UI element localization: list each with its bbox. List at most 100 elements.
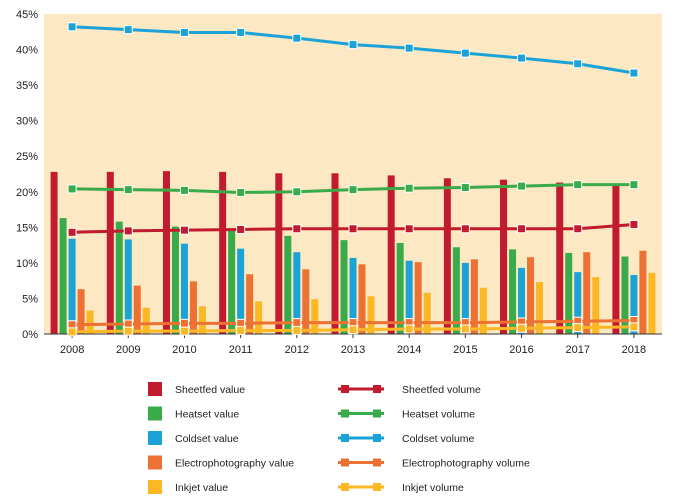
point: [629, 180, 639, 190]
y-tick-label: 20%: [16, 187, 38, 199]
point: [517, 323, 527, 333]
legend-marker: [373, 458, 381, 467]
bar: [228, 230, 236, 334]
point: [404, 324, 414, 334]
bar: [367, 296, 375, 334]
point: [573, 59, 583, 69]
legend-label: Sheetfed volume: [402, 384, 481, 396]
point: [460, 183, 470, 193]
bar-series-4: [86, 272, 656, 334]
bar: [124, 239, 132, 334]
bar: [358, 264, 366, 334]
line-series-3: [67, 315, 639, 330]
point: [460, 48, 470, 58]
bar-series: [50, 171, 656, 334]
x-tick-label: 2013: [341, 344, 365, 356]
y-tick-label: 30%: [16, 116, 38, 128]
line-series: [67, 22, 639, 337]
legend-item: Sheetfed volume: [338, 384, 481, 396]
y-tick-label: 15%: [16, 222, 38, 234]
legend-item: Inkjet value: [148, 480, 228, 494]
bar: [180, 243, 188, 334]
point: [123, 185, 133, 195]
x-tick-label: 2018: [622, 344, 646, 356]
bar-series-2: [68, 238, 638, 334]
line-series-0: [67, 219, 639, 237]
bar: [612, 184, 620, 334]
bar: [405, 260, 413, 334]
point: [292, 187, 302, 197]
point: [123, 25, 133, 35]
point: [67, 22, 77, 32]
point: [179, 318, 189, 328]
bar: [583, 252, 591, 334]
legend-item: Electrophotography value: [148, 455, 294, 470]
point: [236, 27, 246, 37]
legend-swatch: [148, 455, 162, 470]
bar: [50, 171, 58, 334]
line-series-1: [67, 180, 639, 197]
legend-marker: [373, 409, 381, 418]
point: [67, 184, 77, 194]
bar: [414, 262, 422, 334]
point: [348, 185, 358, 195]
point: [404, 43, 414, 53]
x-tick-label: 2011: [229, 344, 253, 356]
legend-marker: [341, 385, 349, 393]
bar: [349, 257, 357, 334]
bar: [527, 257, 535, 334]
point: [292, 224, 302, 234]
x-tick-label: 2015: [453, 344, 477, 356]
legend-label: Heatset volume: [402, 409, 475, 421]
point: [348, 224, 358, 234]
legend-item: Heatset value: [148, 406, 239, 421]
point: [460, 324, 470, 334]
point: [348, 40, 358, 50]
point: [236, 325, 246, 335]
bar: [518, 267, 526, 334]
legend: Sheetfed value Heatset value Coldset value…: [148, 382, 530, 494]
bar: [198, 306, 206, 334]
bar: [592, 277, 600, 334]
bar: [275, 173, 283, 334]
legend-label: Inkjet value: [175, 482, 228, 494]
bar: [536, 282, 544, 334]
legend-label: Sheetfed value: [175, 384, 245, 396]
bar: [387, 175, 395, 334]
y-tick-label: 10%: [16, 258, 38, 270]
legend-marker: [341, 458, 349, 467]
point: [292, 325, 302, 335]
point: [404, 224, 414, 234]
x-axis: 2008 2009 2010 2011 2012 2013 2014 2015 2016 2017…: [60, 334, 646, 356]
point: [517, 181, 527, 191]
legend-swatch: [148, 406, 162, 421]
bar: [77, 289, 85, 334]
legend-marker: [341, 434, 349, 442]
legend-label: Coldset volume: [402, 433, 475, 445]
bar: [293, 252, 301, 334]
bar: [106, 171, 114, 334]
point: [236, 224, 246, 234]
bar: [574, 272, 582, 334]
point: [123, 226, 133, 236]
y-tick-label: 40%: [16, 45, 38, 57]
y-tick-label: 25%: [16, 151, 38, 163]
bar: [500, 179, 508, 334]
point: [236, 187, 246, 197]
legend-label: Inkjet volume: [402, 482, 464, 494]
x-tick-label: 2014: [397, 344, 421, 356]
bar: [423, 292, 431, 334]
point: [292, 33, 302, 43]
x-tick-label: 2010: [172, 344, 196, 356]
legend-label: Heatset value: [175, 409, 239, 421]
bar: [443, 178, 451, 334]
legend-swatch: [148, 431, 162, 445]
bar: [284, 235, 292, 334]
point: [67, 227, 77, 237]
bar: [237, 248, 245, 334]
bar: [246, 274, 254, 334]
bar: [565, 252, 573, 334]
bar: [59, 218, 67, 334]
bar: [452, 247, 460, 334]
point: [179, 185, 189, 195]
